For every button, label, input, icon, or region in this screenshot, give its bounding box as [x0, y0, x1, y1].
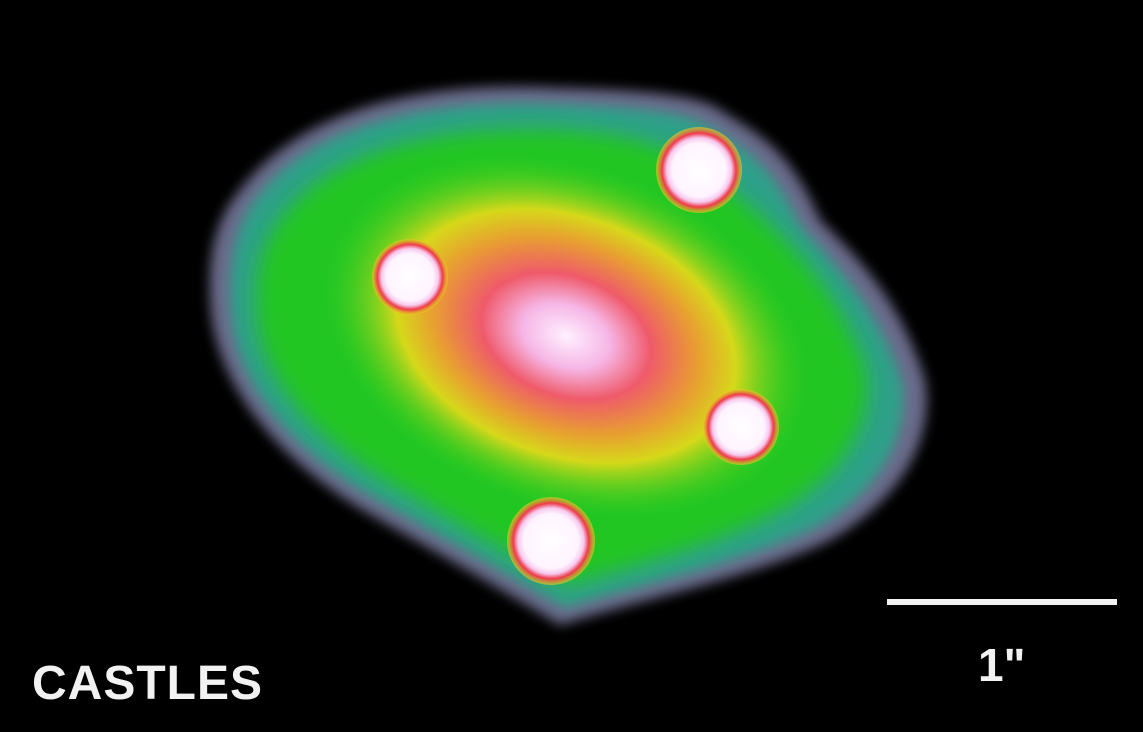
quasar-image-a: [372, 239, 448, 315]
quasar-image-d: [507, 497, 595, 585]
lens-galaxy-core: [323, 154, 809, 518]
scale-bar: [887, 599, 1117, 605]
castles-watermark: CASTLES: [32, 657, 264, 710]
quasar-image-b: [656, 127, 742, 213]
scale-bar-label: 1": [978, 639, 1026, 691]
quasar-image-c: [703, 389, 779, 465]
